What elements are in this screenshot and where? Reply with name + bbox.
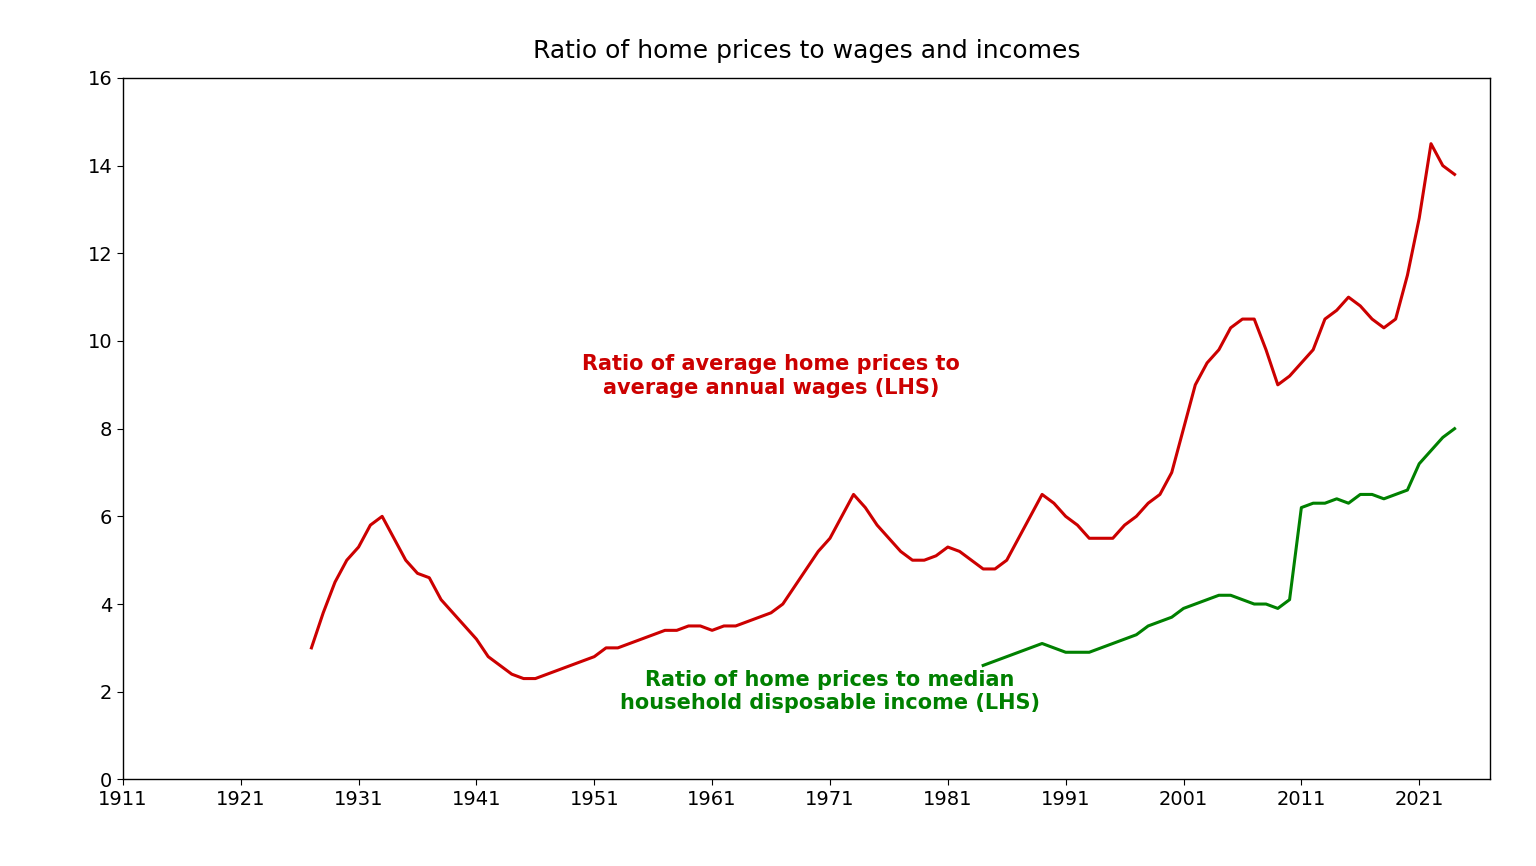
Title: Ratio of home prices to wages and incomes: Ratio of home prices to wages and income… — [533, 40, 1080, 63]
Text: Ratio of average home prices to
average annual wages (LHS): Ratio of average home prices to average … — [582, 354, 960, 397]
Text: Ratio of home prices to median
household disposable income (LHS): Ratio of home prices to median household… — [621, 670, 1040, 714]
